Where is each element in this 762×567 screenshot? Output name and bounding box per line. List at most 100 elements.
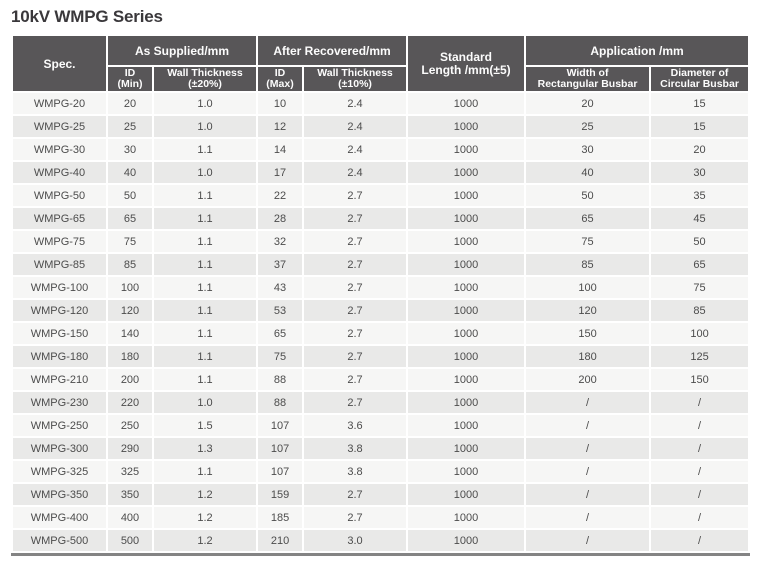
table-row: WMPG-350 350 1.2 159 2.7 1000// <box>13 484 749 505</box>
id-min-cell: 250 <box>108 415 152 436</box>
standard-length-cell: 1000 <box>408 346 525 367</box>
id-max-cell: 53 <box>258 300 303 321</box>
width-rect-busbar-cell: / <box>526 438 650 459</box>
wall-thickness-10-cell: 2.7 <box>304 277 407 298</box>
standard-length-cell: 1000 <box>408 116 525 137</box>
dia-circ-busbar-cell: 50 <box>651 231 749 252</box>
table-row: WMPG-85 85 1.1 37 2.7 1000 85 65 <box>13 254 749 275</box>
table-row: WMPG-25 25 1.0 12 2.4 1000 25 15 <box>13 116 749 137</box>
width-rect-busbar-cell: 20 <box>526 93 650 114</box>
wall-thickness-20-cell: 1.2 <box>154 484 257 505</box>
id-min-cell: 40 <box>108 162 152 183</box>
header-group-after-recovered: After Recovered/mm <box>258 36 407 65</box>
header-width-rect-busbar: Width of Rectangular Busbar <box>526 67 650 91</box>
id-max-cell: 37 <box>258 254 303 275</box>
wall-thickness-10-cell: 2.7 <box>304 484 407 505</box>
dia-circ-busbar-cell: 85 <box>651 300 749 321</box>
id-max-cell: 88 <box>258 392 303 413</box>
id-min-cell: 65 <box>108 208 152 229</box>
id-max-cell: 17 <box>258 162 303 183</box>
table-row: WMPG-50 50 1.1 22 2.7 1000 50 35 <box>13 185 749 206</box>
dia-circ-busbar-cell: / <box>651 507 749 528</box>
wall-thickness-20-cell: 1.5 <box>154 415 257 436</box>
standard-length-cell: 1000 <box>408 162 525 183</box>
id-min-cell: 350 <box>108 484 152 505</box>
width-rect-busbar-cell: / <box>526 484 650 505</box>
spec-cell: WMPG-230 <box>13 392 106 413</box>
standard-length-cell: 1000 <box>408 139 525 160</box>
id-min-cell: 25 <box>108 116 152 137</box>
wall-thickness-10-cell: 2.7 <box>304 254 407 275</box>
table-row: WMPG-180 180 1.1 75 2.7 1000 180 125 <box>13 346 749 367</box>
spec-cell: WMPG-75 <box>13 231 106 252</box>
standard-length-cell: 1000 <box>408 231 525 252</box>
wall-thickness-10-cell: 2.7 <box>304 346 407 367</box>
table-row: WMPG-230 220 1.0 88 2.7 1000// <box>13 392 749 413</box>
table-row: WMPG-400 400 1.2 185 2.7 1000// <box>13 507 749 528</box>
width-rect-busbar-cell: / <box>526 507 650 528</box>
width-rect-busbar-cell: 25 <box>526 116 650 137</box>
table-row: WMPG-75 75 1.1 32 2.7 1000 75 50 <box>13 231 749 252</box>
width-rect-busbar-cell: 100 <box>526 277 650 298</box>
dia-circ-busbar-cell: 125 <box>651 346 749 367</box>
id-min-cell: 200 <box>108 369 152 390</box>
id-min-cell: 140 <box>108 323 152 344</box>
dia-circ-busbar-cell: 35 <box>651 185 749 206</box>
width-rect-busbar-cell: / <box>526 415 650 436</box>
spec-cell: WMPG-300 <box>13 438 106 459</box>
dia-circ-busbar-cell: / <box>651 438 749 459</box>
id-min-cell: 220 <box>108 392 152 413</box>
dia-circ-busbar-cell: 20 <box>651 139 749 160</box>
table-row: WMPG-210 200 1.1 88 2.7 1000 200 150 <box>13 369 749 390</box>
spec-cell: WMPG-210 <box>13 369 106 390</box>
standard-length-cell: 1000 <box>408 530 525 551</box>
wall-thickness-10-cell: 2.7 <box>304 300 407 321</box>
header-group-as-supplied: As Supplied/mm <box>108 36 257 65</box>
wall-thickness-20-cell: 1.0 <box>154 116 257 137</box>
wall-thickness-10-cell: 3.0 <box>304 530 407 551</box>
dia-circ-busbar-cell: 45 <box>651 208 749 229</box>
wall-thickness-20-cell: 1.0 <box>154 162 257 183</box>
width-rect-busbar-cell: / <box>526 461 650 482</box>
wall-thickness-20-cell: 1.1 <box>154 323 257 344</box>
wall-thickness-20-cell: 1.1 <box>154 300 257 321</box>
id-max-cell: 10 <box>258 93 303 114</box>
id-max-cell: 75 <box>258 346 303 367</box>
header-wall-thickness-10: Wall Thickness (±10%) <box>304 67 407 91</box>
spec-cell: WMPG-150 <box>13 323 106 344</box>
id-max-cell: 88 <box>258 369 303 390</box>
width-rect-busbar-cell: / <box>526 530 650 551</box>
dia-circ-busbar-cell: 100 <box>651 323 749 344</box>
standard-length-cell: 1000 <box>408 392 525 413</box>
id-min-cell: 20 <box>108 93 152 114</box>
id-min-cell: 500 <box>108 530 152 551</box>
wall-thickness-10-cell: 2.4 <box>304 116 407 137</box>
header-group-row: Spec. As Supplied/mm After Recovered/mm … <box>13 36 749 91</box>
wall-thickness-10-cell: 2.7 <box>304 392 407 413</box>
id-max-cell: 107 <box>258 415 303 436</box>
spec-cell: WMPG-400 <box>13 507 106 528</box>
width-rect-busbar-cell: 40 <box>526 162 650 183</box>
wall-thickness-20-cell: 1.2 <box>154 530 257 551</box>
width-rect-busbar-cell: / <box>526 392 650 413</box>
dia-circ-busbar-cell: 65 <box>651 254 749 275</box>
id-max-cell: 22 <box>258 185 303 206</box>
wall-thickness-10-cell: 3.8 <box>304 461 407 482</box>
spec-cell: WMPG-180 <box>13 346 106 367</box>
wall-thickness-10-cell: 2.7 <box>304 208 407 229</box>
wall-thickness-20-cell: 1.1 <box>154 254 257 275</box>
page-title: 10kV WMPG Series <box>11 7 163 26</box>
id-max-cell: 32 <box>258 231 303 252</box>
table-row: WMPG-250 250 1.5 107 3.6 1000// <box>13 415 749 436</box>
wall-thickness-10-cell: 2.7 <box>304 507 407 528</box>
table-row: WMPG-325 325 1.1 107 3.8 1000// <box>13 461 749 482</box>
wall-thickness-20-cell: 1.3 <box>154 438 257 459</box>
spec-cell: WMPG-65 <box>13 208 106 229</box>
id-min-cell: 180 <box>108 346 152 367</box>
standard-length-cell: 1000 <box>408 208 525 229</box>
standard-length-cell: 1000 <box>408 461 525 482</box>
dia-circ-busbar-cell: / <box>651 461 749 482</box>
width-rect-busbar-cell: 50 <box>526 185 650 206</box>
wall-thickness-20-cell: 1.2 <box>154 507 257 528</box>
spec-cell: WMPG-350 <box>13 484 106 505</box>
